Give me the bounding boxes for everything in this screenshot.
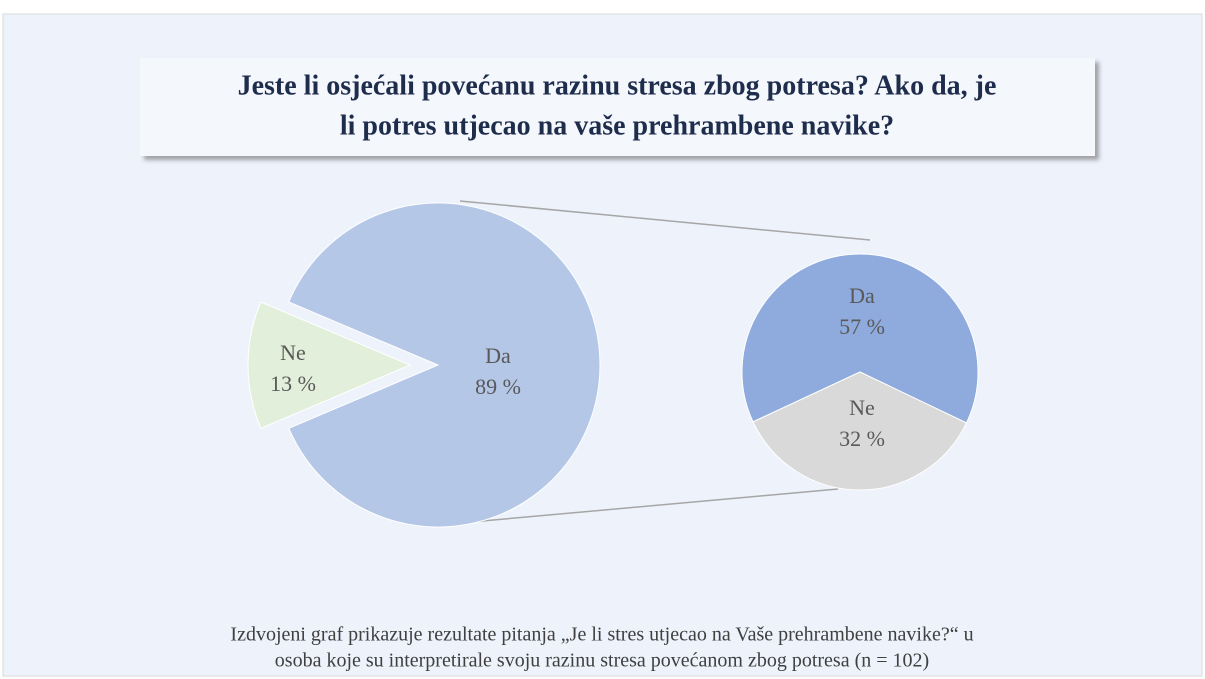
slice-value-label: 32 % xyxy=(839,426,885,451)
pie-slice xyxy=(288,202,601,528)
connector-line xyxy=(459,488,839,524)
pie-slice xyxy=(752,371,968,491)
slice-value-label: 89 % xyxy=(475,374,521,399)
slice-category-label: Ne xyxy=(280,340,306,365)
pie-slice xyxy=(741,253,979,424)
chart-title: li potres utjecao na vaše prehrambene na… xyxy=(340,110,894,141)
title-box xyxy=(140,58,1095,156)
slice-value-label: 57 % xyxy=(839,314,885,339)
chart-title: Jeste li osjećali povećanu razinu stresa… xyxy=(238,70,997,101)
slice-category-label: Da xyxy=(849,283,875,308)
caption: osoba koje su interpretirale svoju razin… xyxy=(275,650,929,672)
caption: Izdvojeni graf prikazuje rezultate pitan… xyxy=(230,624,973,646)
pie-slice xyxy=(247,301,412,429)
slice-category-label: Ne xyxy=(849,395,875,420)
slice-value-label: 13 % xyxy=(270,371,316,396)
connector-line xyxy=(459,200,871,241)
slice-category-label: Da xyxy=(485,343,511,368)
